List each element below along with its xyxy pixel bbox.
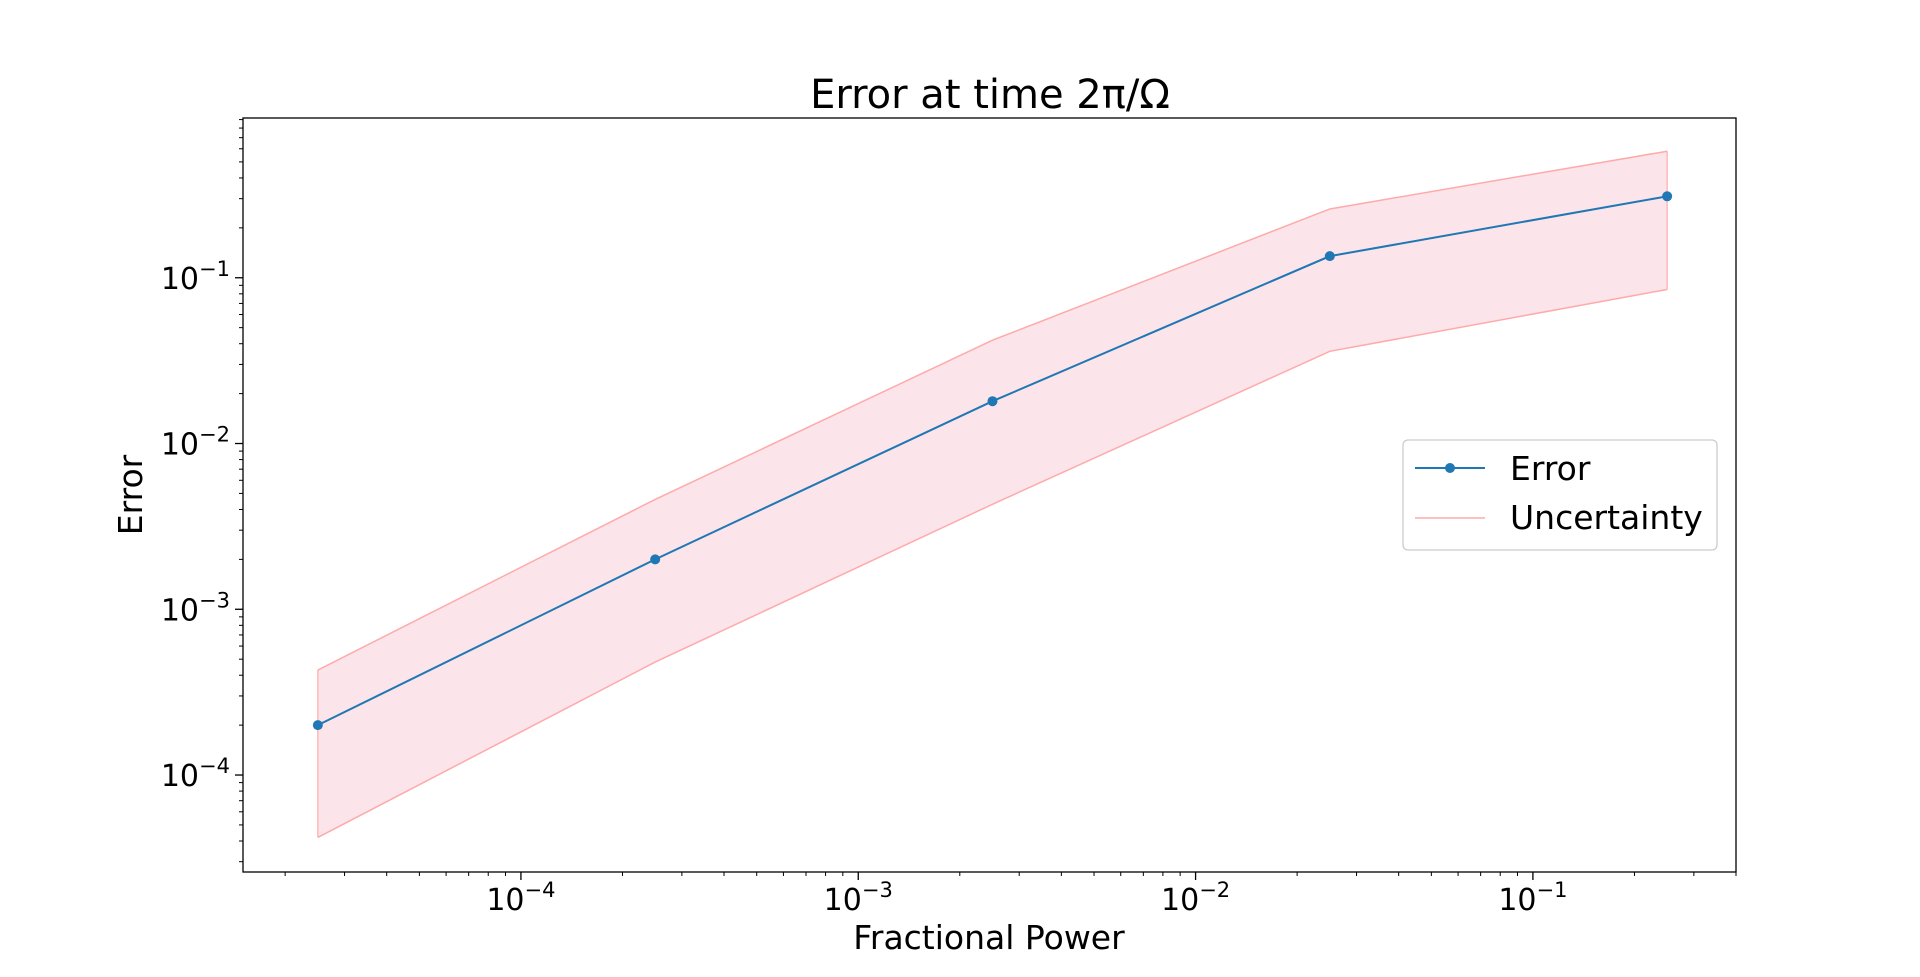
y-axis-label: Error: [111, 454, 150, 535]
y-ticks: 10−4 10−3 10−2 10−1: [161, 119, 243, 863]
x-ticks: 10−4 10−3 10−2 10−1: [284, 872, 1737, 918]
uncertainty-fill: [317, 151, 1668, 838]
x-tick-label: 10−3: [824, 878, 893, 918]
series-layer: [312, 191, 1673, 731]
chart-title: Error at time 2π/Ω: [810, 72, 1170, 118]
error-data-point: [1662, 191, 1673, 202]
x-tick-label: 10−1: [1498, 878, 1567, 918]
error-data-point: [650, 554, 661, 565]
y-tick-label: 10−3: [161, 588, 230, 628]
error-data-point: [987, 396, 998, 407]
uncertainty-upper-edge: [317, 150, 1668, 671]
uncertainty-lower-edge: [317, 288, 1668, 839]
y-tick-label: 10−4: [161, 754, 230, 794]
legend-error-label: Error: [1510, 449, 1591, 488]
y-tick-label: 10−1: [161, 257, 230, 297]
uncertainty-band-layer: [317, 150, 1668, 839]
x-axis-label: Fractional Power: [853, 918, 1125, 957]
x-tick-label: 10−4: [486, 878, 555, 918]
legend-error-marker: [1445, 463, 1455, 473]
plot-frame: [242, 117, 1737, 873]
x-tick-label: 10−2: [1161, 878, 1230, 918]
error-data-point: [1324, 251, 1335, 262]
y-tick-label: 10−2: [161, 423, 230, 463]
legend: Error Uncertainty: [1402, 439, 1718, 551]
legend-uncertainty-label: Uncertainty: [1510, 498, 1703, 537]
error-data-point: [312, 720, 323, 731]
